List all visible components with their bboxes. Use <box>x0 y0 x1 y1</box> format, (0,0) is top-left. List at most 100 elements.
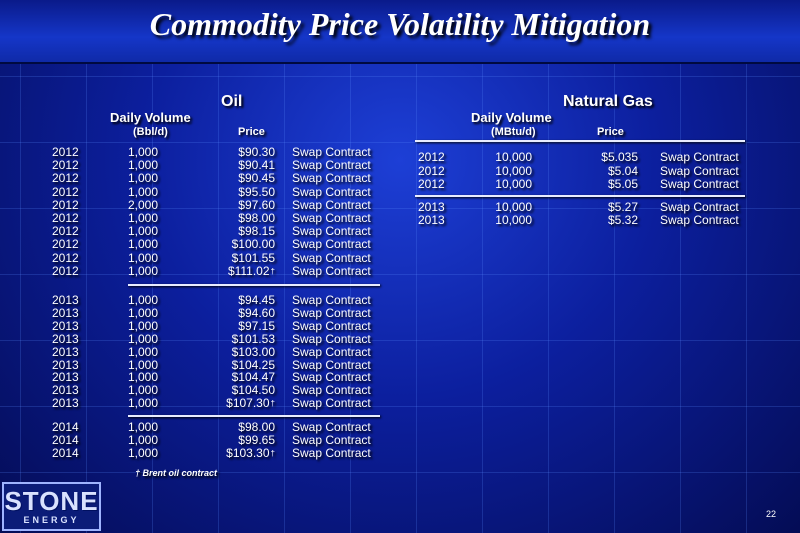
gas-contract-cell: Swap Contract <box>660 150 739 164</box>
oil-volume-cell: 1,000 <box>127 171 158 186</box>
oil-price-cell: $90.45 <box>205 172 275 185</box>
oil-price-cell: $104.47 <box>205 371 275 384</box>
gas-volume-cell: 10,000 <box>495 150 532 164</box>
oil-contract-cell: Swap Contract <box>292 305 371 320</box>
oil-volume-cell: 1,000 <box>127 211 158 225</box>
oil-price-value: $104.47 <box>231 370 275 385</box>
oil-year-cell: 2013 <box>52 305 79 320</box>
oil-price-value: $104.50 <box>231 383 275 398</box>
oil-year-cell: 2012 <box>52 211 79 225</box>
gas-volume-label: Daily Volume <box>471 110 552 125</box>
oil-price-cell: $90.41 <box>205 159 275 172</box>
oil-volume-cell: 1,000 <box>127 396 158 411</box>
oil-price-value: $97.60 <box>238 197 275 212</box>
gas-price-value: $5.04 <box>607 163 638 178</box>
oil-price-cell: $99.65 <box>205 434 275 447</box>
oil-contract-cell: Swap Contract <box>292 211 371 225</box>
oil-contract-cell: Swap Contract <box>292 383 371 398</box>
gas-price-cell: $5.05 <box>568 178 638 191</box>
oil-volume-cell: 1,000 <box>127 158 158 173</box>
oil-price-cell: $97.60 <box>205 197 275 212</box>
oil-price-cell: $98.15 <box>205 225 275 238</box>
oil-price-footnote-mark: † <box>270 449 275 459</box>
gas-year-cell: 2012 <box>418 177 445 191</box>
oil-price-value: $104.25 <box>231 357 275 372</box>
oil-price-value: $98.00 <box>238 420 275 434</box>
gas-price-label: Price <box>597 126 624 138</box>
oil-contract-cell: Swap Contract <box>292 344 371 359</box>
oil-year-cell: 2013 <box>52 293 79 307</box>
oil-volume-cell: 1,000 <box>127 370 158 385</box>
gas-price-cell: $5.32 <box>568 212 638 227</box>
oil-contract-cell: Swap Contract <box>292 184 371 199</box>
oil-volume-cell: 1,000 <box>127 318 158 333</box>
oil-year-cell: 2012 <box>52 224 79 239</box>
oil-contract-cell: Swap Contract <box>292 224 371 239</box>
oil-price-cell: $107.30† <box>205 397 275 410</box>
oil-contract-cell: Swap Contract <box>292 263 371 278</box>
company-logo: STONE ENERGY <box>2 482 101 531</box>
oil-price-cell: $100.00 <box>205 238 275 251</box>
oil-contract-cell: Swap Contract <box>292 145 371 159</box>
oil-price-value: $111.02 <box>227 263 270 278</box>
oil-price-cell: $101.55 <box>205 250 275 265</box>
oil-volume-cell: 1,000 <box>127 305 158 320</box>
oil-contract-cell: Swap Contract <box>292 446 371 461</box>
oil-contract-cell: Swap Contract <box>292 331 371 346</box>
gas-group-divider <box>415 140 745 142</box>
oil-contract-cell: Swap Contract <box>292 250 371 265</box>
oil-contract-cell: Swap Contract <box>292 293 371 307</box>
oil-price-cell: $90.30 <box>205 146 275 159</box>
oil-price-cell: $101.53 <box>205 331 275 346</box>
oil-price-footnote-mark: † <box>270 266 275 276</box>
oil-price-cell: $94.60 <box>205 305 275 320</box>
oil-volume-cell: 1,000 <box>127 357 158 372</box>
oil-volume-cell: 1,000 <box>127 263 158 278</box>
oil-contract-cell: Swap Contract <box>292 420 371 434</box>
oil-contract-cell: Swap Contract <box>292 396 371 411</box>
oil-contract-cell: Swap Contract <box>292 171 371 186</box>
oil-contract-cell: Swap Contract <box>292 158 371 173</box>
gas-group-divider <box>415 195 745 197</box>
oil-price-cell: $94.45 <box>205 294 275 307</box>
oil-price-value: $107.30 <box>226 396 270 411</box>
title-bar <box>0 0 800 62</box>
footnote: † Brent oil contract <box>135 468 217 478</box>
gas-unit-label: (MBtu/d) <box>491 126 536 138</box>
oil-year-cell: 2013 <box>52 357 79 372</box>
oil-price-value: $103.00 <box>231 344 275 359</box>
gas-year-cell: 2013 <box>418 212 445 227</box>
oil-price-value: $94.60 <box>238 305 275 320</box>
page-title: Commodity Price Volatility Mitigation <box>149 6 651 42</box>
oil-volume-cell: 1,000 <box>127 237 158 252</box>
oil-price-cell: $103.30† <box>205 447 275 460</box>
oil-price-value: $98.00 <box>238 211 275 225</box>
oil-volume-cell: 1,000 <box>127 224 158 239</box>
title-bar-divider <box>0 62 800 64</box>
oil-year-cell: 2014 <box>52 420 79 434</box>
oil-price-cell: $104.25 <box>205 357 275 372</box>
oil-year-cell: 2012 <box>52 263 79 278</box>
gas-year-cell: 2012 <box>418 163 445 178</box>
oil-volume-cell: 1,000 <box>127 145 158 159</box>
oil-price-cell: $104.50 <box>205 384 275 397</box>
gas-price-value: $5.05 <box>607 177 638 191</box>
oil-heading: Oil <box>221 93 243 110</box>
gas-price-value: $5.035 <box>601 150 638 164</box>
oil-group-divider <box>128 284 380 286</box>
oil-volume-cell: 1,000 <box>127 344 158 359</box>
oil-price-cell: $98.00 <box>205 212 275 225</box>
oil-price-cell: $98.00 <box>205 421 275 434</box>
gas-price-cell: $5.27 <box>568 201 638 214</box>
gas-price-value: $5.32 <box>607 212 638 227</box>
page-number: 22 <box>765 509 776 519</box>
oil-year-cell: 2012 <box>52 184 79 199</box>
oil-year-cell: 2013 <box>52 383 79 398</box>
oil-price-value: $101.55 <box>231 250 275 265</box>
oil-price-value: $98.15 <box>238 224 275 239</box>
oil-year-cell: 2012 <box>52 158 79 173</box>
oil-contract-cell: Swap Contract <box>292 318 371 333</box>
oil-price-value: $101.53 <box>231 331 275 346</box>
gas-price-cell: $5.035 <box>568 151 638 164</box>
